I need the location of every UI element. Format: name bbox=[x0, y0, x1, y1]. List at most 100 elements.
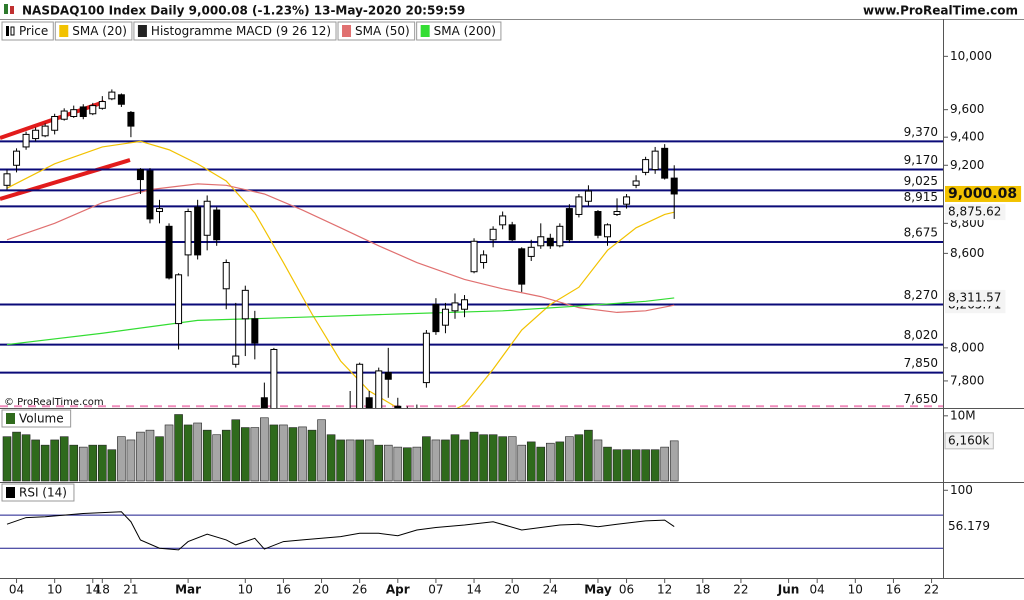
level-label: 7,850 bbox=[904, 356, 938, 370]
legend-swatch bbox=[10, 26, 15, 36]
volume-bar bbox=[441, 439, 450, 482]
candle-body bbox=[642, 159, 650, 173]
x-tick-label: 04 bbox=[9, 583, 24, 597]
marker-label: 7,650 bbox=[904, 392, 938, 406]
volume-bar bbox=[212, 434, 221, 482]
y-tick-label: 9,600 bbox=[950, 102, 984, 116]
level-label: 9,170 bbox=[904, 153, 938, 167]
volume-bar bbox=[565, 436, 574, 482]
volume-bar bbox=[21, 434, 31, 482]
volume-bar bbox=[383, 444, 393, 482]
volume-bar bbox=[412, 446, 422, 482]
candle-body bbox=[22, 133, 30, 148]
value-tag bbox=[945, 185, 1022, 202]
candle-body bbox=[480, 254, 488, 264]
x-tick-label: 22 bbox=[733, 583, 748, 597]
volume-bar bbox=[288, 427, 298, 482]
level-label: 9,025 bbox=[904, 174, 938, 188]
x-tick-label: 16 bbox=[276, 583, 291, 597]
candle-body bbox=[89, 105, 97, 115]
x-tick-label: 18 bbox=[95, 583, 110, 597]
candle-body bbox=[575, 196, 583, 215]
candle-body bbox=[175, 274, 183, 325]
candle-body bbox=[594, 211, 602, 236]
volume-bar bbox=[269, 424, 279, 482]
volume-bar bbox=[98, 444, 107, 482]
candle-body bbox=[165, 225, 173, 279]
volume-bar bbox=[631, 449, 641, 482]
volume-bar bbox=[622, 449, 631, 482]
candle-body bbox=[241, 289, 249, 320]
volume-bar bbox=[250, 427, 260, 482]
candle-body bbox=[146, 170, 154, 220]
candle-body bbox=[194, 206, 202, 256]
candle-body bbox=[613, 211, 621, 215]
price-panel bbox=[0, 89, 943, 408]
candle-body bbox=[508, 224, 516, 241]
volume-bar bbox=[460, 439, 469, 482]
volume-bar bbox=[403, 447, 412, 482]
legend-box bbox=[133, 21, 337, 41]
x-tick-label: 07 bbox=[428, 583, 443, 597]
candle-body bbox=[70, 109, 78, 117]
panel-title: RSI (14) bbox=[19, 486, 67, 500]
panel-title-box bbox=[1, 409, 72, 428]
candle-body bbox=[394, 405, 402, 408]
legend-label: Histogramme MACD (9 26 12) bbox=[151, 24, 331, 38]
legend-swatch bbox=[6, 26, 9, 36]
rsi-panel bbox=[0, 511, 943, 551]
candle-body bbox=[499, 215, 507, 226]
volume-bar bbox=[31, 439, 40, 482]
moving-average bbox=[6, 183, 675, 314]
volume-bar bbox=[393, 446, 403, 482]
x-tick-label: 18 bbox=[695, 583, 710, 597]
volume-bar bbox=[364, 439, 374, 482]
candle-body bbox=[527, 246, 535, 257]
trend-line bbox=[0, 158, 131, 201]
candle-body bbox=[222, 262, 230, 290]
value-tag-label: 8,311.57 bbox=[948, 290, 1001, 304]
legend-swatch bbox=[342, 25, 352, 37]
volume-bar bbox=[231, 419, 241, 482]
legend-box bbox=[416, 21, 502, 41]
x-tick-label: 14 bbox=[466, 583, 481, 597]
x-tick-label: 20 bbox=[314, 583, 329, 597]
candle-body bbox=[603, 224, 611, 238]
legend-box bbox=[54, 21, 133, 41]
volume-bar bbox=[221, 429, 231, 482]
candle-body bbox=[32, 129, 40, 140]
volume-bar bbox=[450, 434, 460, 482]
x-tick-label: 21 bbox=[123, 583, 138, 597]
volume-bar bbox=[193, 422, 202, 482]
level-label: 8,020 bbox=[904, 328, 938, 342]
level-label: 9,370 bbox=[904, 125, 938, 139]
header-icon bbox=[4, 4, 8, 14]
volume-bar bbox=[584, 429, 593, 482]
candle-body bbox=[565, 208, 573, 241]
candle-body bbox=[79, 106, 87, 117]
candle-body bbox=[365, 397, 373, 408]
chart-title: NASDAQ100 Index Daily 9,000.08 (-1.23%) … bbox=[22, 4, 465, 18]
legend-label: Price bbox=[19, 24, 48, 38]
volume-bar bbox=[298, 426, 307, 482]
candle-body bbox=[203, 200, 211, 236]
volume-bar bbox=[355, 439, 364, 482]
candle-body bbox=[356, 363, 364, 408]
volume-bar bbox=[469, 431, 479, 482]
volume-bar bbox=[574, 434, 584, 482]
candle-body bbox=[422, 332, 430, 384]
candle-body bbox=[98, 101, 106, 109]
x-tick-label: 10 bbox=[848, 583, 863, 597]
volume-bar bbox=[669, 440, 679, 482]
level-label: 8,675 bbox=[904, 226, 938, 240]
volume-bar bbox=[345, 439, 355, 482]
volume-bar bbox=[488, 434, 498, 482]
y-tick-label: 10M bbox=[950, 408, 976, 422]
candle-body bbox=[432, 303, 440, 333]
candle-body bbox=[213, 209, 221, 241]
volume-bar bbox=[526, 441, 536, 482]
value-tag bbox=[945, 204, 1006, 221]
candle-body bbox=[518, 248, 526, 285]
